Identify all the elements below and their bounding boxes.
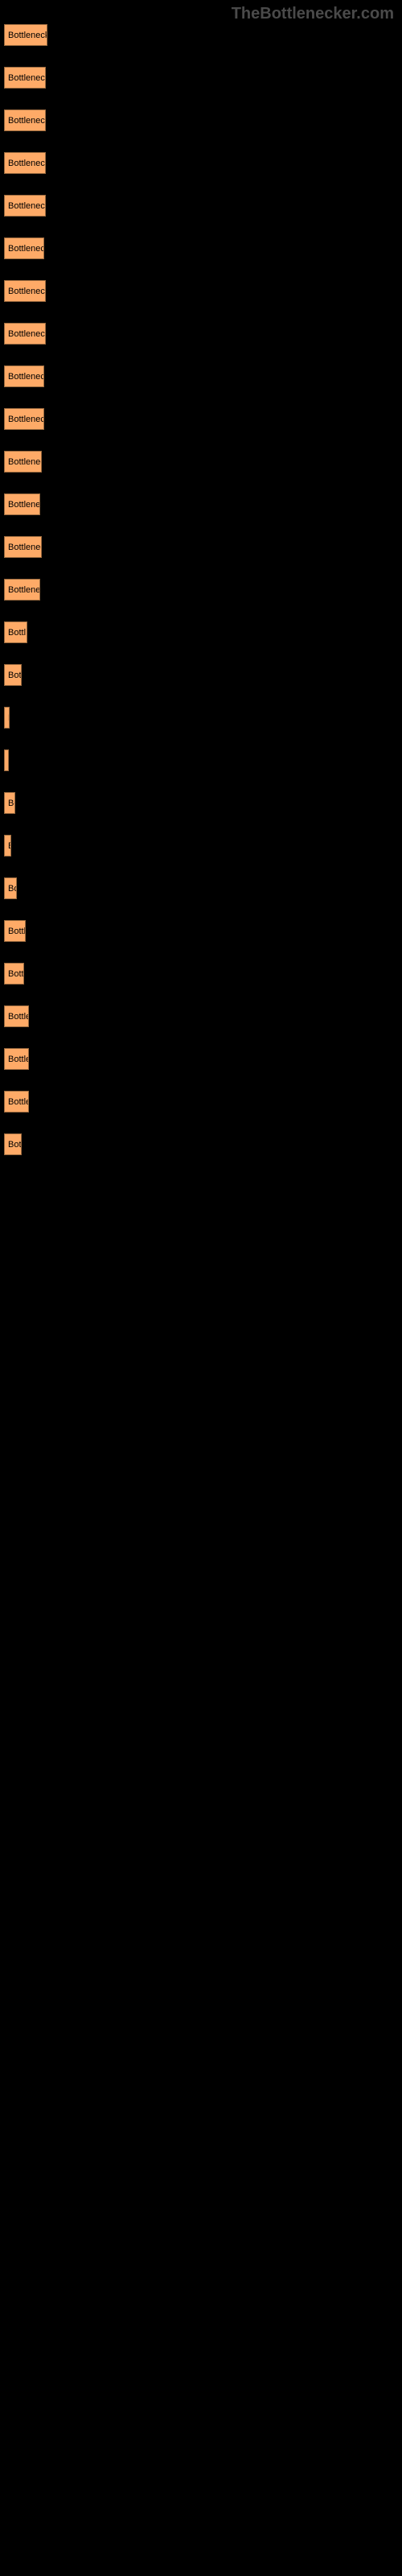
bar-row: Bottl (4, 621, 402, 643)
bar-row: Bottleneck re (4, 280, 402, 302)
bar-label: Bottleneck r (8, 372, 44, 382)
bar-row: Bottleneck re (4, 195, 402, 217)
bar-label: Bottleneck r (8, 415, 44, 424)
bar: Bottleneck re (4, 109, 46, 131)
bar-row (4, 749, 402, 771)
bar-row: B (4, 707, 402, 729)
bar: B (4, 707, 10, 729)
bar-label: Bottleneck re (8, 73, 46, 83)
bar: Bo (4, 877, 17, 899)
bar-label: Bottl (8, 628, 26, 638)
bar-label: B (8, 841, 11, 851)
bar-label: Bottleneck re (8, 116, 46, 126)
bar: Bottleneck r (4, 365, 44, 387)
bar-label: Bottlenec (8, 500, 40, 510)
bar-row: Bottle (4, 1005, 402, 1027)
bar: Bottlenec (4, 579, 40, 601)
bar-chart: Bottleneck res Bottleneck re Bottleneck re… (0, 0, 402, 1155)
bar-row: Bottleneck r (4, 237, 402, 259)
bar-label: Bottleneck r (8, 244, 44, 254)
bar: Bott (4, 963, 24, 985)
bar: Bottle (4, 1005, 29, 1027)
bar-row: Bottleneck re (4, 152, 402, 174)
bar-label: Bottleneck (8, 543, 42, 552)
bar-row: Bottle (4, 1048, 402, 1070)
bar-row: Bo (4, 792, 402, 814)
bar-label: Bottleneck (8, 457, 42, 467)
bar-label: Bo (8, 799, 15, 808)
bar-row: Bott (4, 963, 402, 985)
bar-row: Bottleneck r (4, 365, 402, 387)
bar: Bottleneck r (4, 237, 44, 259)
bar: Bottl (4, 621, 27, 643)
bar: Bot (4, 1133, 22, 1155)
bar-row: Bottleneck (4, 451, 402, 473)
bar-row: Bottlenec (4, 579, 402, 601)
bar: Bottlenec (4, 493, 40, 515)
bar-row: Bottleneck (4, 536, 402, 558)
bar-row: Bottleneck re (4, 67, 402, 89)
bar: Bottleneck re (4, 195, 46, 217)
bar: Bo (4, 792, 15, 814)
bar-label: Bottleneck re (8, 201, 46, 211)
bar: Bottle (4, 1091, 29, 1113)
bar: Bottleneck re (4, 323, 46, 345)
bar (4, 749, 9, 771)
bar-row: Bottl (4, 920, 402, 942)
bar: Bottleneck re (4, 152, 46, 174)
bar: B (4, 835, 11, 857)
bar: Bottl (4, 920, 26, 942)
bar: Bottleneck r (4, 408, 44, 430)
bar-label: Bottle (8, 1012, 29, 1022)
bar-row: Bottleneck r (4, 408, 402, 430)
bar-label: Bo (8, 884, 17, 894)
bar-row: Bo (4, 877, 402, 899)
bar-label: Bottleneck re (8, 287, 46, 296)
bar-label: Bott (8, 969, 24, 979)
bar-label: B (8, 713, 10, 723)
bar: Bottleneck (4, 451, 42, 473)
bar-row: Bottleneck re (4, 109, 402, 131)
bar: Bottle (4, 1048, 29, 1070)
bar-row: Bottleneck res (4, 24, 402, 46)
bar: Bottleneck (4, 536, 42, 558)
bar-label: Bottleneck re (8, 159, 46, 168)
bar-label: Bottlenec (8, 585, 40, 595)
bar-label: Bottleneck res (8, 31, 47, 40)
bar-row: Bot (4, 664, 402, 686)
bar-label: Bot (8, 671, 22, 680)
bar: Bot (4, 664, 22, 686)
bar-row: Bottlenec (4, 493, 402, 515)
bar-label: Bottle (8, 1055, 29, 1064)
bar-label: Bot (8, 1140, 22, 1150)
bar-row: B (4, 835, 402, 857)
bar-label: Bottl (8, 927, 26, 936)
bar: Bottleneck re (4, 67, 46, 89)
bar: Bottleneck res (4, 24, 47, 46)
bar-label: Bottle (8, 1097, 29, 1107)
bar-row: Bottle (4, 1091, 402, 1113)
bar-label: Bottleneck re (8, 329, 46, 339)
bar-row: Bottleneck re (4, 323, 402, 345)
bar: Bottleneck re (4, 280, 46, 302)
bar-row: Bot (4, 1133, 402, 1155)
